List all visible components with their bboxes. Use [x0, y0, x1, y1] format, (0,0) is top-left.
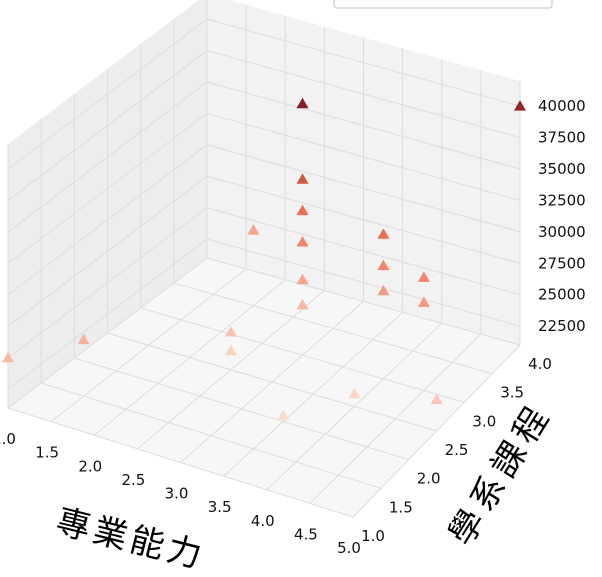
grid-left-z: [7, 81, 208, 233]
data-point: [377, 259, 390, 271]
legend-box: [333, 0, 553, 9]
data-points: [2, 97, 526, 420]
y-tick-label: 3.0: [472, 412, 496, 430]
data-point: [296, 97, 309, 109]
data-point: [430, 393, 443, 405]
grid-left-z: [7, 238, 208, 390]
grid-left-z: [7, 113, 208, 264]
data-point: [348, 387, 361, 399]
data-point: [224, 344, 237, 356]
grid-back-z: [206, 81, 521, 170]
grid-floor-y: [107, 332, 437, 432]
data-point: [514, 100, 526, 111]
data-point: [224, 326, 237, 337]
z-tick-label: 35000: [538, 160, 586, 178]
grid-back-z: [206, 207, 521, 296]
z-tick-label: 32500: [538, 191, 586, 209]
y-tick-label: 1.0: [361, 527, 385, 545]
grid-left-z: [7, 50, 208, 201]
grid-floor-y: [41, 382, 381, 489]
grid-floor-y: [7, 407, 354, 518]
z-tick-label: 22500: [538, 317, 586, 335]
y-tick-label: 2.0: [417, 470, 441, 488]
x-tick-label: 2.0: [78, 457, 102, 475]
x-tick-label: 4.5: [294, 525, 318, 543]
z-tick-label: 25000: [538, 286, 586, 304]
grid-lines: [7, 0, 521, 518]
y-tick-label: 4.0: [528, 355, 552, 373]
grid-back-z: [206, 112, 521, 201]
x-axis-label: 專業能力: [52, 502, 209, 577]
data-point: [2, 351, 14, 363]
data-point: [296, 298, 309, 310]
data-point: [296, 236, 309, 247]
x-tick-label: 1.0: [0, 430, 16, 448]
x-tick-label: 5.0: [337, 539, 361, 557]
data-point: [417, 296, 430, 307]
grid-floor-y: [140, 307, 465, 403]
data-point: [417, 271, 430, 282]
x-tick-label: 2.5: [121, 471, 145, 489]
x-tick-label: 1.5: [35, 444, 59, 462]
z-tick-label: 40000: [538, 97, 586, 115]
data-point: [296, 173, 309, 184]
data-point: [277, 409, 290, 420]
grid-back-z: [206, 144, 521, 233]
y-tick-label: 1.5: [389, 498, 413, 516]
x-tick-label: 4.0: [251, 512, 275, 530]
y-tick-label: 3.5: [500, 384, 524, 402]
grid-floor-y: [173, 282, 493, 375]
data-point: [296, 273, 309, 285]
z-tick-label: 27500: [538, 254, 586, 272]
grid-back-z: [206, 175, 521, 264]
grid-back-z: [206, 50, 521, 139]
data-point: [377, 284, 390, 296]
data-point: [77, 333, 90, 345]
y-axis-label: 學系課程: [441, 396, 560, 553]
data-point: [247, 224, 260, 235]
x-tick-label: 3.0: [165, 485, 189, 503]
z-tick-label: 30000: [538, 223, 586, 241]
grid-back-z: [206, 18, 521, 107]
data-point: [296, 204, 309, 216]
grid-floor-y: [206, 257, 521, 346]
y-tick-label: 2.5: [445, 441, 469, 459]
grid-floor-y: [74, 357, 409, 461]
grid-left-z: [7, 18, 208, 170]
grid-left-z: [7, 144, 208, 296]
grid-left-z: [7, 207, 208, 359]
data-point: [377, 228, 390, 239]
tick-labels: 1.01.52.02.53.03.54.04.55.01.01.52.02.53…: [0, 97, 586, 557]
z-tick-label: 37500: [538, 129, 586, 147]
grid-left-z: [7, 175, 208, 327]
grid-back-z: [206, 238, 521, 327]
x-tick-label: 3.5: [208, 498, 232, 516]
